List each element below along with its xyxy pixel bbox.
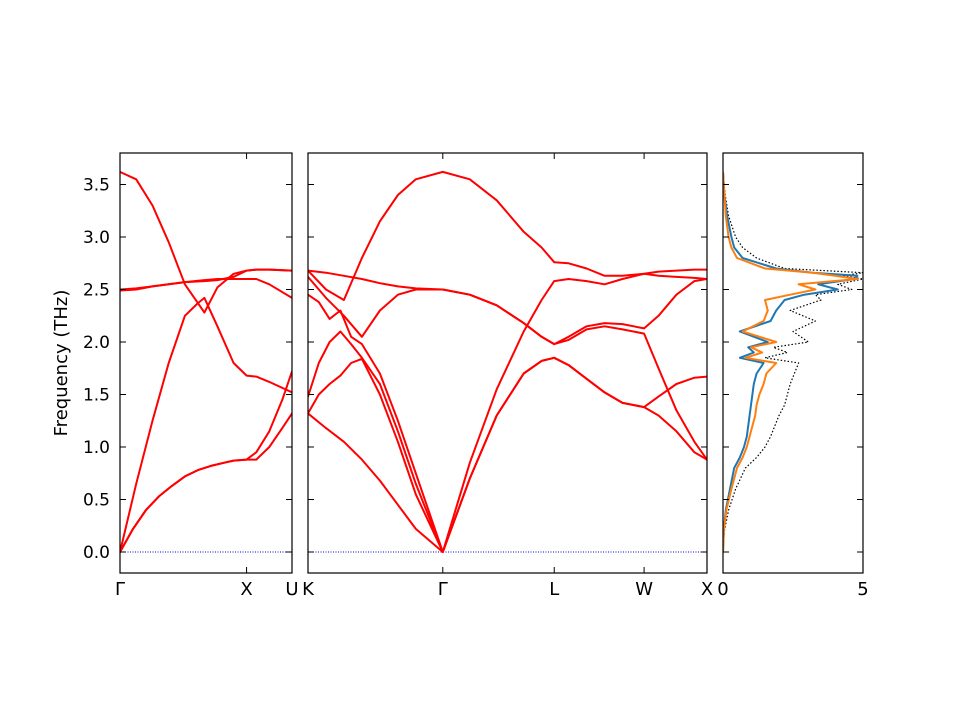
ytick-label: 3.0 bbox=[83, 228, 110, 248]
ytick-label: 0.0 bbox=[83, 543, 110, 563]
dos-frame bbox=[722, 152, 864, 574]
right-band-6 bbox=[308, 412, 444, 553]
path-label: X bbox=[701, 579, 713, 600]
right-band-0 bbox=[308, 170, 707, 301]
path-label: L bbox=[549, 579, 559, 600]
ytick-label: 0.5 bbox=[83, 491, 110, 511]
band-panel-left: 0.0 0.5 1.0 1.5 2.0 2.5 3.0 3.5 Γ X U bbox=[83, 152, 299, 600]
ytick-label: 2.5 bbox=[83, 281, 110, 301]
path-label: K bbox=[302, 579, 315, 600]
ytick-label: 2.0 bbox=[83, 333, 110, 353]
left-frame bbox=[119, 152, 293, 574]
right-band-2 bbox=[308, 275, 707, 346]
ytick-label: 1.5 bbox=[83, 386, 110, 406]
dos-xtick-label: 0 bbox=[717, 579, 728, 600]
y-axis-label: Frequency (THz) bbox=[51, 290, 72, 437]
right-band-3 bbox=[308, 272, 707, 553]
right-frame bbox=[307, 152, 708, 574]
left-band-0 bbox=[120, 170, 292, 394]
path-label: X bbox=[240, 579, 252, 600]
path-label: U bbox=[285, 579, 298, 600]
right-plot-area bbox=[308, 170, 707, 553]
path-label: Γ bbox=[115, 579, 125, 600]
ytick-label: 3.5 bbox=[83, 176, 110, 196]
left-band-5 bbox=[120, 412, 292, 553]
dos-xtick-label: 5 bbox=[857, 579, 868, 600]
dos-series-1 bbox=[723, 171, 859, 553]
right-band-5 bbox=[308, 356, 707, 553]
path-label: Γ bbox=[438, 579, 448, 600]
left-plot-area bbox=[120, 170, 292, 553]
dos-series-2 bbox=[723, 171, 859, 553]
left-band-3 bbox=[120, 268, 292, 553]
path-label: W bbox=[635, 579, 653, 600]
ytick-label: 1.0 bbox=[83, 438, 110, 458]
dos-plot-area bbox=[723, 171, 863, 553]
